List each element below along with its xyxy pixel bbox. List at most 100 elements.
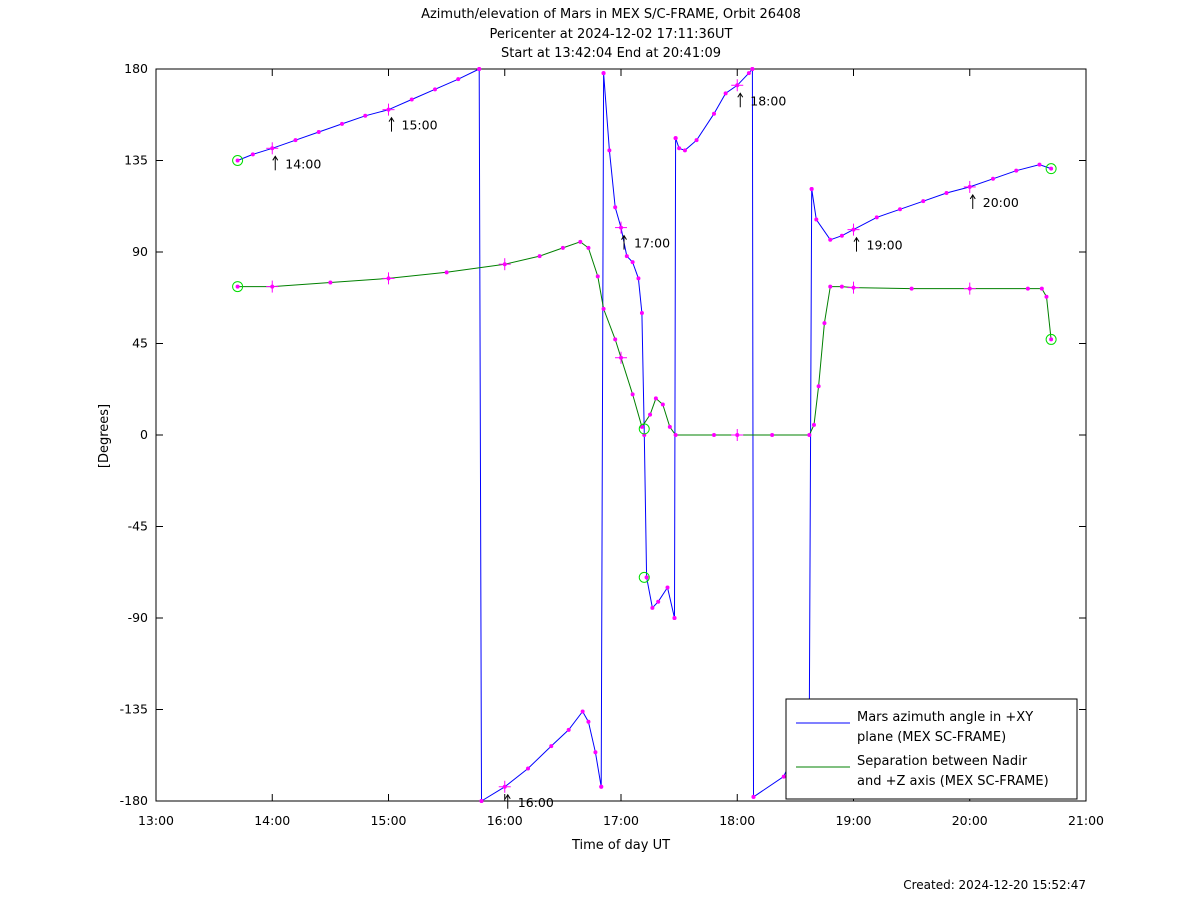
marker-layer: [232, 67, 1057, 803]
separation-data-point: [1039, 286, 1044, 291]
time-label: 20:00: [983, 195, 1019, 210]
azimuth-data-point: [921, 199, 926, 204]
azimuth-data-point: [566, 727, 571, 732]
separation-data-point: [648, 412, 653, 417]
legend-label-separation-line2: and +Z axis (MEX SC-FRAME): [857, 774, 1049, 789]
azimuth-data-point: [839, 233, 844, 238]
azimuth-data-point: [433, 87, 437, 92]
x-tick-label: 13:00: [138, 813, 174, 828]
y-tick-label: 180: [124, 61, 148, 76]
x-axis-label: Time of day UT: [571, 838, 670, 853]
azimuth-data-point: [712, 111, 716, 116]
y-tick-label: 90: [132, 244, 148, 259]
y-tick-label: -90: [128, 610, 148, 625]
azimuth-data-point: [630, 260, 635, 265]
time-label: 14:00: [285, 156, 321, 171]
azimuth-data-point: [601, 71, 606, 76]
separation-data-point: [660, 402, 665, 407]
separation-data-point: [816, 384, 821, 389]
x-tick-label: 18:00: [719, 813, 755, 828]
azimuth-data-point: [639, 311, 644, 315]
separation-data-point: [586, 245, 591, 250]
chart-title: Azimuth/elevation of Mars in MEX S/C-FRA…: [421, 7, 801, 22]
azimuth-data-point: [991, 176, 995, 181]
endpoint-marker: [638, 571, 650, 583]
azimuth-data-point: [944, 191, 949, 196]
x-tick-label: 21:00: [1068, 813, 1104, 828]
separation-data-point: [673, 433, 678, 437]
time-label-arrowhead: [388, 116, 395, 122]
time-label: 17:00: [634, 236, 670, 251]
endpoint-marker: [638, 423, 650, 435]
separation-data-point: [537, 254, 542, 259]
azimuth-data-point: [549, 744, 554, 749]
x-tick-label: 20:00: [952, 813, 988, 828]
separation-data-point: [444, 270, 449, 275]
azimuth-data-point: [746, 71, 751, 76]
separation-data-point: [822, 321, 827, 326]
azimuth-data-point: [1037, 162, 1042, 167]
azimuth-data-point: [673, 136, 678, 141]
time-label: 16:00: [518, 795, 554, 810]
azimuth-data-point: [409, 97, 414, 102]
x-tick-label: 19:00: [835, 813, 871, 828]
azimuth-data-point: [340, 121, 344, 126]
separation-data-point: [653, 396, 658, 401]
separation-data-point: [807, 433, 812, 437]
start-end-subtitle: Start at 13:42:04 End at 20:41:09: [501, 46, 721, 61]
separation-data-point: [328, 280, 333, 285]
azimuth-data-point: [477, 67, 482, 71]
separation-data-point: [839, 284, 844, 289]
azimuth-data-point: [781, 774, 786, 779]
pericenter-subtitle: Pericenter at 2024-12-02 17:11:36UT: [489, 27, 732, 42]
time-label: 18:00: [750, 93, 786, 108]
plot-frame: [155, 68, 1087, 802]
legend: Mars azimuth angle in +XY plane (MEX SC-…: [785, 698, 1078, 800]
azimuth-data-point: [750, 67, 755, 71]
y-tick-label: -135: [120, 702, 148, 717]
endpoint-marker: [1045, 333, 1057, 345]
separation-data-point: [578, 239, 583, 244]
azimuth-data-point: [250, 152, 255, 157]
y-tick-label: 45: [132, 336, 148, 351]
azimuth-data-point: [672, 616, 677, 620]
azimuth-data-point: [1049, 166, 1054, 171]
time-label: 15:00: [402, 118, 438, 133]
separation-data-point: [667, 424, 672, 429]
azimuth-data-point: [898, 207, 902, 212]
time-label-arrowhead: [853, 236, 860, 242]
x-tick-label: 15:00: [370, 813, 406, 828]
y-tick-label: -45: [128, 519, 148, 534]
separation-data-point: [601, 306, 606, 311]
azimuth-data-point: [650, 605, 655, 610]
azimuth-data-point: [363, 113, 368, 118]
x-tick-label: 14:00: [254, 813, 290, 828]
separation-data-point: [613, 337, 618, 342]
separation-data-point: [1025, 286, 1030, 291]
x-tick-label: 16:00: [487, 813, 523, 828]
legend-label-azimuth-line2: plane (MEX SC-FRAME): [857, 730, 1006, 745]
azimuth-data-point: [874, 215, 879, 220]
separation-data-point: [712, 433, 716, 437]
azimuth-data-point: [1014, 168, 1019, 173]
axes: 13:00 14:00 15:00 16:00 17:00 18:00 19:00 20:00…: [120, 61, 1104, 828]
legend-box: [785, 698, 1078, 800]
y-tick-label: 0: [140, 427, 148, 442]
y-tick-label: -180: [120, 793, 148, 808]
azimuth-data-point: [607, 148, 612, 153]
legend-label-azimuth-line1: Mars azimuth angle in +XY: [857, 710, 1033, 725]
azimuth-data-point: [586, 719, 591, 724]
azimuth-data-point: [656, 599, 661, 604]
azimuth-data-point: [809, 186, 814, 191]
endpoint-marker: [232, 155, 244, 166]
azimuth-data-point: [636, 276, 641, 281]
azimuth-data-point: [526, 766, 530, 771]
separation-data-point: [909, 286, 914, 291]
separation-data-point: [828, 284, 833, 289]
azimuth-data-point: [723, 91, 728, 96]
azimuth-data-point: [665, 585, 670, 590]
time-label-arrowhead: [504, 793, 511, 800]
endpoint-marker: [1045, 163, 1057, 175]
separation-data-point: [235, 284, 240, 289]
